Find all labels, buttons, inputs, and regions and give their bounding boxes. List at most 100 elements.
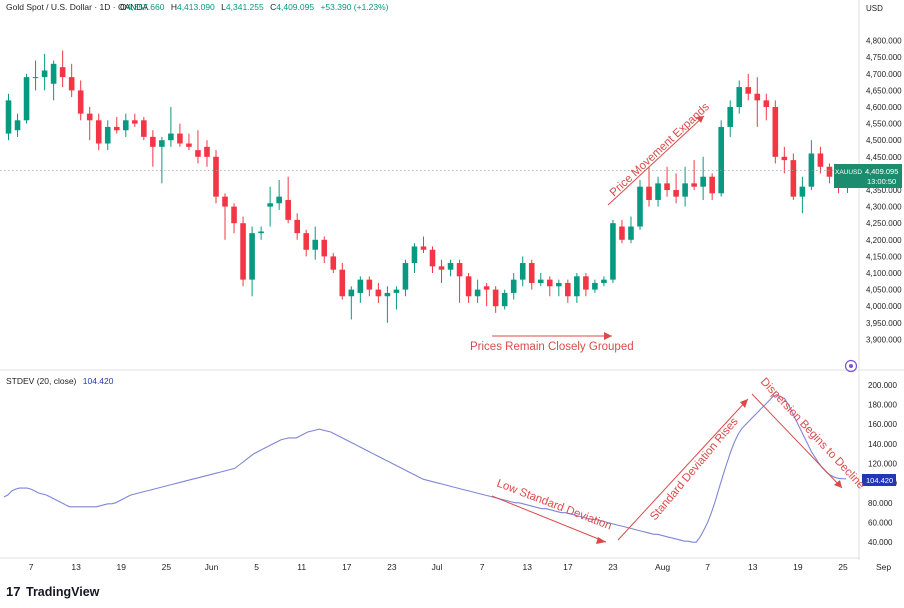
candle-body — [772, 107, 779, 157]
candle — [763, 93, 770, 121]
arrow-low-dev-head — [596, 537, 606, 544]
candle-body — [583, 276, 589, 290]
header-high-value: 4,413.090 — [177, 2, 215, 12]
candle-body — [402, 263, 409, 290]
header-ohlc: O4,357.660 H4,413.090 L4,341.255 C4,409.… — [120, 2, 389, 12]
scale-settings-icon[interactable] — [844, 359, 858, 373]
time-axis[interactable]: 7 13 19 25 Jun 5 11 17 23 Jul 7 13 17 23 Aug 7 13 19 25 Sep… — [29, 562, 904, 572]
candle — [159, 136, 165, 184]
candle — [826, 163, 833, 184]
header-low-label: L — [221, 2, 226, 12]
price-axis[interactable]: 4,800.000 4,750.000 4,700.000 4,650.000 4,60… — [866, 37, 902, 345]
time-axis-tick: 19 — [117, 562, 127, 572]
candle — [168, 107, 174, 147]
candle — [646, 166, 652, 207]
candle-body — [303, 233, 310, 250]
arrow-grouped-head — [604, 332, 612, 340]
candle — [429, 246, 436, 273]
candle-body — [59, 67, 66, 78]
brand[interactable]: 17 TradingView — [6, 584, 100, 599]
candle-body — [429, 249, 436, 267]
candle — [23, 73, 30, 124]
candle-body — [709, 176, 715, 194]
candle-body — [438, 266, 445, 270]
candle — [601, 276, 607, 287]
candle-body — [231, 206, 237, 224]
candle — [77, 80, 84, 121]
indicator-axis-tick: 180.000 — [868, 401, 897, 410]
candle — [267, 186, 273, 227]
price-tag-symbol: XAUUSD — [835, 169, 862, 176]
price-axis-tick: 3,900.000 — [866, 335, 902, 344]
time-axis-tick: 23 — [387, 562, 397, 572]
price-tag-countdown: 13:00:50 — [867, 177, 896, 186]
candle-body — [150, 136, 156, 147]
indicator-axis-tick: 120.000 — [868, 460, 897, 469]
candle — [673, 173, 679, 204]
price-tag: XAUUSD 4,409.095 13:00:50 — [834, 164, 902, 188]
candle-body — [745, 87, 752, 94]
indicator-tag-value: 104.420 — [866, 476, 893, 485]
header-symbol: Gold Spot / U.S. Dollar · 1D · OANDA — [6, 2, 149, 12]
candle-body — [411, 246, 418, 264]
stdev-line — [3, 394, 847, 543]
candle-body — [682, 183, 688, 197]
time-axis-tick: 19 — [793, 562, 803, 572]
price-axis-tick: 4,000.000 — [866, 302, 902, 311]
candle — [213, 150, 219, 204]
candle — [294, 213, 300, 240]
time-axis-tick: 7 — [29, 562, 34, 572]
candle — [501, 289, 508, 310]
price-axis-tick: 4,250.000 — [866, 219, 902, 228]
time-axis-tick: 13 — [522, 562, 532, 572]
time-axis-tick: 7 — [705, 562, 710, 572]
header-change: +53.390 (+1.23%) — [320, 2, 388, 12]
candle — [583, 273, 589, 297]
candle — [456, 259, 463, 303]
candle-body — [628, 226, 634, 240]
candle — [537, 273, 544, 287]
price-axis-tick: 3,950.000 — [866, 319, 902, 328]
candle-body — [357, 279, 364, 293]
time-axis-tick: 17 — [342, 562, 352, 572]
candle-body — [294, 219, 300, 234]
candle — [122, 113, 129, 137]
candle-body — [826, 166, 833, 177]
candle-body — [77, 90, 84, 114]
candle-body — [763, 100, 770, 107]
candle-body — [41, 70, 48, 78]
candle — [781, 146, 788, 174]
candle — [565, 279, 571, 303]
candle-body — [718, 126, 724, 194]
candle — [231, 203, 237, 234]
price-axis-tick: 4,650.000 — [866, 86, 902, 95]
candle-body — [104, 126, 111, 144]
time-axis-tick: 17 — [563, 562, 573, 572]
candle — [700, 156, 706, 200]
time-axis-tick: Jul — [432, 562, 443, 572]
candle — [628, 216, 634, 244]
candle — [664, 166, 670, 197]
label-dev-rises: Standard Deviation Rises — [648, 416, 741, 523]
candle — [447, 259, 454, 277]
candle — [817, 146, 824, 174]
candle — [727, 100, 734, 137]
candle — [249, 226, 255, 297]
indicator-layer — [3, 394, 847, 543]
candle-body — [700, 176, 706, 187]
indicator-axis[interactable]: 200.000180.000160.000140.000120.000100.0… — [868, 381, 897, 547]
candle — [411, 243, 418, 273]
candle — [41, 53, 48, 91]
candle-body — [736, 87, 743, 107]
candle-body — [249, 233, 255, 280]
header-high-label: H — [171, 2, 177, 12]
candle — [465, 273, 472, 303]
price-axis-tick: 4,100.000 — [866, 269, 902, 278]
price-axis-tick: 4,050.000 — [866, 286, 902, 295]
candle-body — [23, 77, 30, 121]
annotations: Price Movement Expands Prices Remain Clo… — [470, 101, 867, 544]
candle — [14, 113, 21, 137]
brand-name: TradingView — [26, 585, 100, 599]
price-axis-tick: 4,350.000 — [866, 186, 902, 195]
